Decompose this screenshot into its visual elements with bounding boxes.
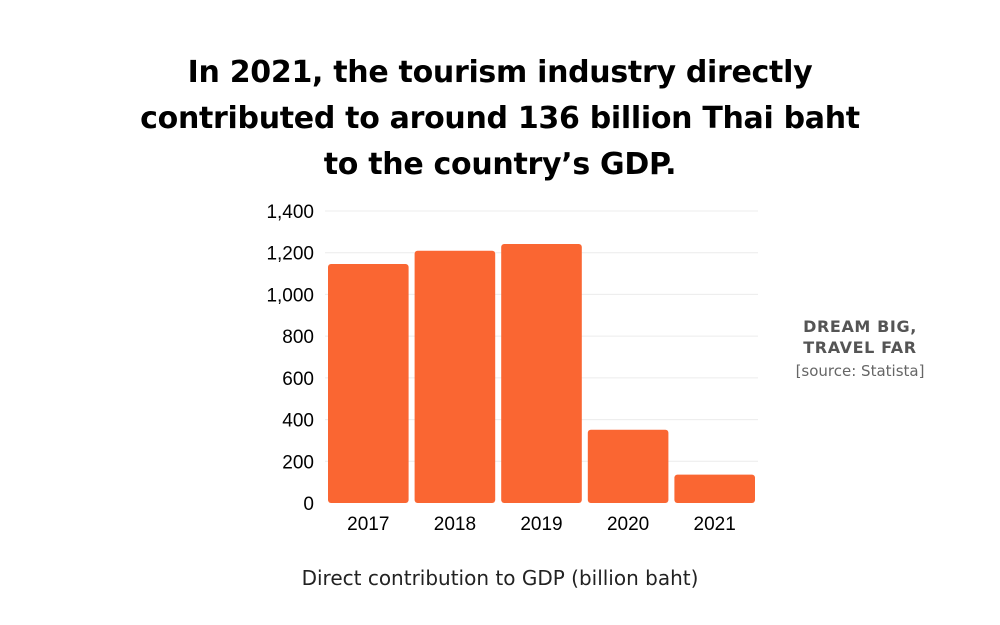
y-tick-label: 600 (282, 369, 314, 390)
tagline: DREAM BIG, TRAVEL FAR (760, 316, 960, 358)
y-tick-label: 0 (303, 494, 314, 515)
x-tick-label: 2019 (520, 514, 562, 535)
bar-2017 (328, 264, 409, 503)
y-tick-label: 1,000 (266, 285, 314, 306)
side-note: DREAM BIG, TRAVEL FAR [source: Statista] (760, 316, 960, 382)
y-tick-label: 1,200 (266, 244, 314, 265)
chart-title: In 2021, the tourism industry directly c… (0, 50, 1000, 188)
x-axis-title: Direct contribution to GDP (billion baht… (301, 566, 699, 590)
title-line-2: contributed to around 136 billion Thai b… (140, 101, 860, 136)
x-tick-label: 2020 (607, 514, 649, 535)
x-tick-label: 2018 (434, 514, 476, 535)
source-note: [source: Statista] (795, 362, 925, 380)
title-line-1: In 2021, the tourism industry directly (187, 55, 813, 90)
bar-2020 (587, 429, 669, 503)
x-tick-label: 2017 (347, 514, 389, 535)
y-tick-label: 1,400 (266, 202, 314, 223)
y-tick-label: 400 (282, 411, 314, 432)
tagline-line-2: TRAVEL FAR (803, 338, 917, 357)
y-tick-label: 800 (282, 327, 314, 348)
bar-2018 (414, 250, 496, 503)
title-line-3: to the country’s GDP. (323, 147, 677, 182)
y-tick-label: 200 (282, 452, 314, 473)
bar-2021 (674, 474, 755, 503)
x-tick-label: 2021 (694, 514, 736, 535)
tagline-line-1: DREAM BIG, (803, 317, 917, 336)
bar-2019 (501, 244, 582, 503)
